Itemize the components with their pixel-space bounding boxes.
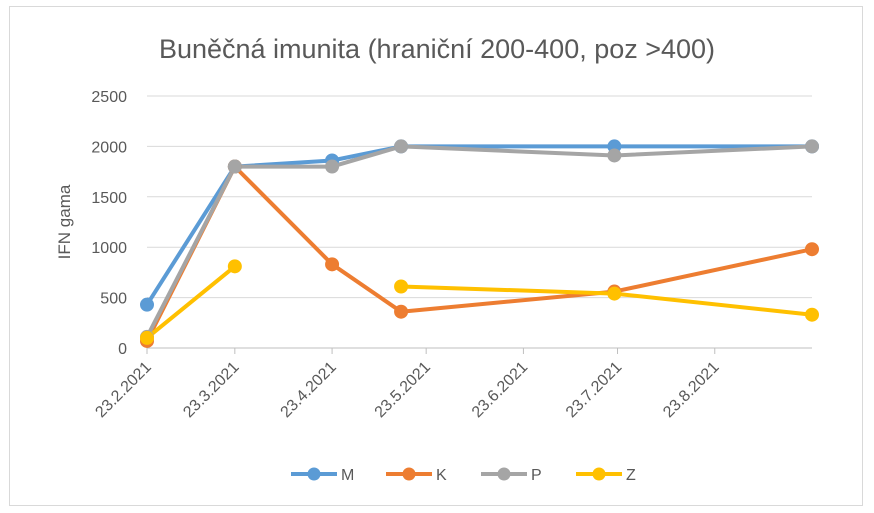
data-point-k [325,257,340,272]
data-point-z [607,286,622,301]
data-point-p [325,159,340,174]
data-point-m [140,297,154,312]
series-line-k [145,164,814,343]
x-tick-label: 23.4.2021 [278,359,340,421]
series-line-z [145,264,237,340]
data-point-p [227,159,242,174]
y-axis-title: IFN gama [55,184,74,259]
legend-label-z: Z [626,467,636,484]
legend-item-m[interactable]: M [291,467,354,484]
series-line-p [145,144,814,339]
data-point-k [394,304,409,319]
data-point-z [227,259,242,274]
x-tick-label: 23.5.2021 [372,359,434,421]
legend-item-p[interactable]: P [481,467,542,484]
x-tick-label: 23.6.2021 [469,359,531,421]
legend-label-m: M [341,467,354,484]
series-line-m [145,144,814,307]
data-point-k [805,242,819,257]
data-point-z [394,279,409,294]
data-point-p [805,139,819,154]
y-tick-label: 2000 [91,139,127,156]
x-tick-label: 23.8.2021 [660,359,722,421]
legend-label-p: P [531,467,542,484]
legend-item-k[interactable]: K [386,467,447,484]
legend-marker-z [592,467,606,481]
x-tick-label: 23.2.2021 [92,359,154,421]
legend-marker-p [497,467,511,481]
y-tick-label: 2500 [91,89,127,106]
legend-item-z[interactable]: Z [576,467,636,484]
y-tick-label: 0 [118,341,127,358]
legend-marker-k [402,467,416,481]
y-tick-label: 500 [100,291,127,308]
chart-frame [9,6,863,506]
x-tick-label: 23.7.2021 [563,359,625,421]
data-point-z [140,330,154,345]
data-point-z [805,307,819,322]
legend-marker-m [307,467,321,481]
y-tick-label: 1000 [91,240,127,257]
data-point-p [394,139,409,154]
y-tick-label: 1500 [91,190,127,207]
data-point-p [607,148,622,163]
chart-title: Buněčná imunita (hraniční 200-400, poz >… [159,34,715,64]
legend-label-k: K [436,467,447,484]
x-tick-label: 23.3.2021 [180,359,242,421]
